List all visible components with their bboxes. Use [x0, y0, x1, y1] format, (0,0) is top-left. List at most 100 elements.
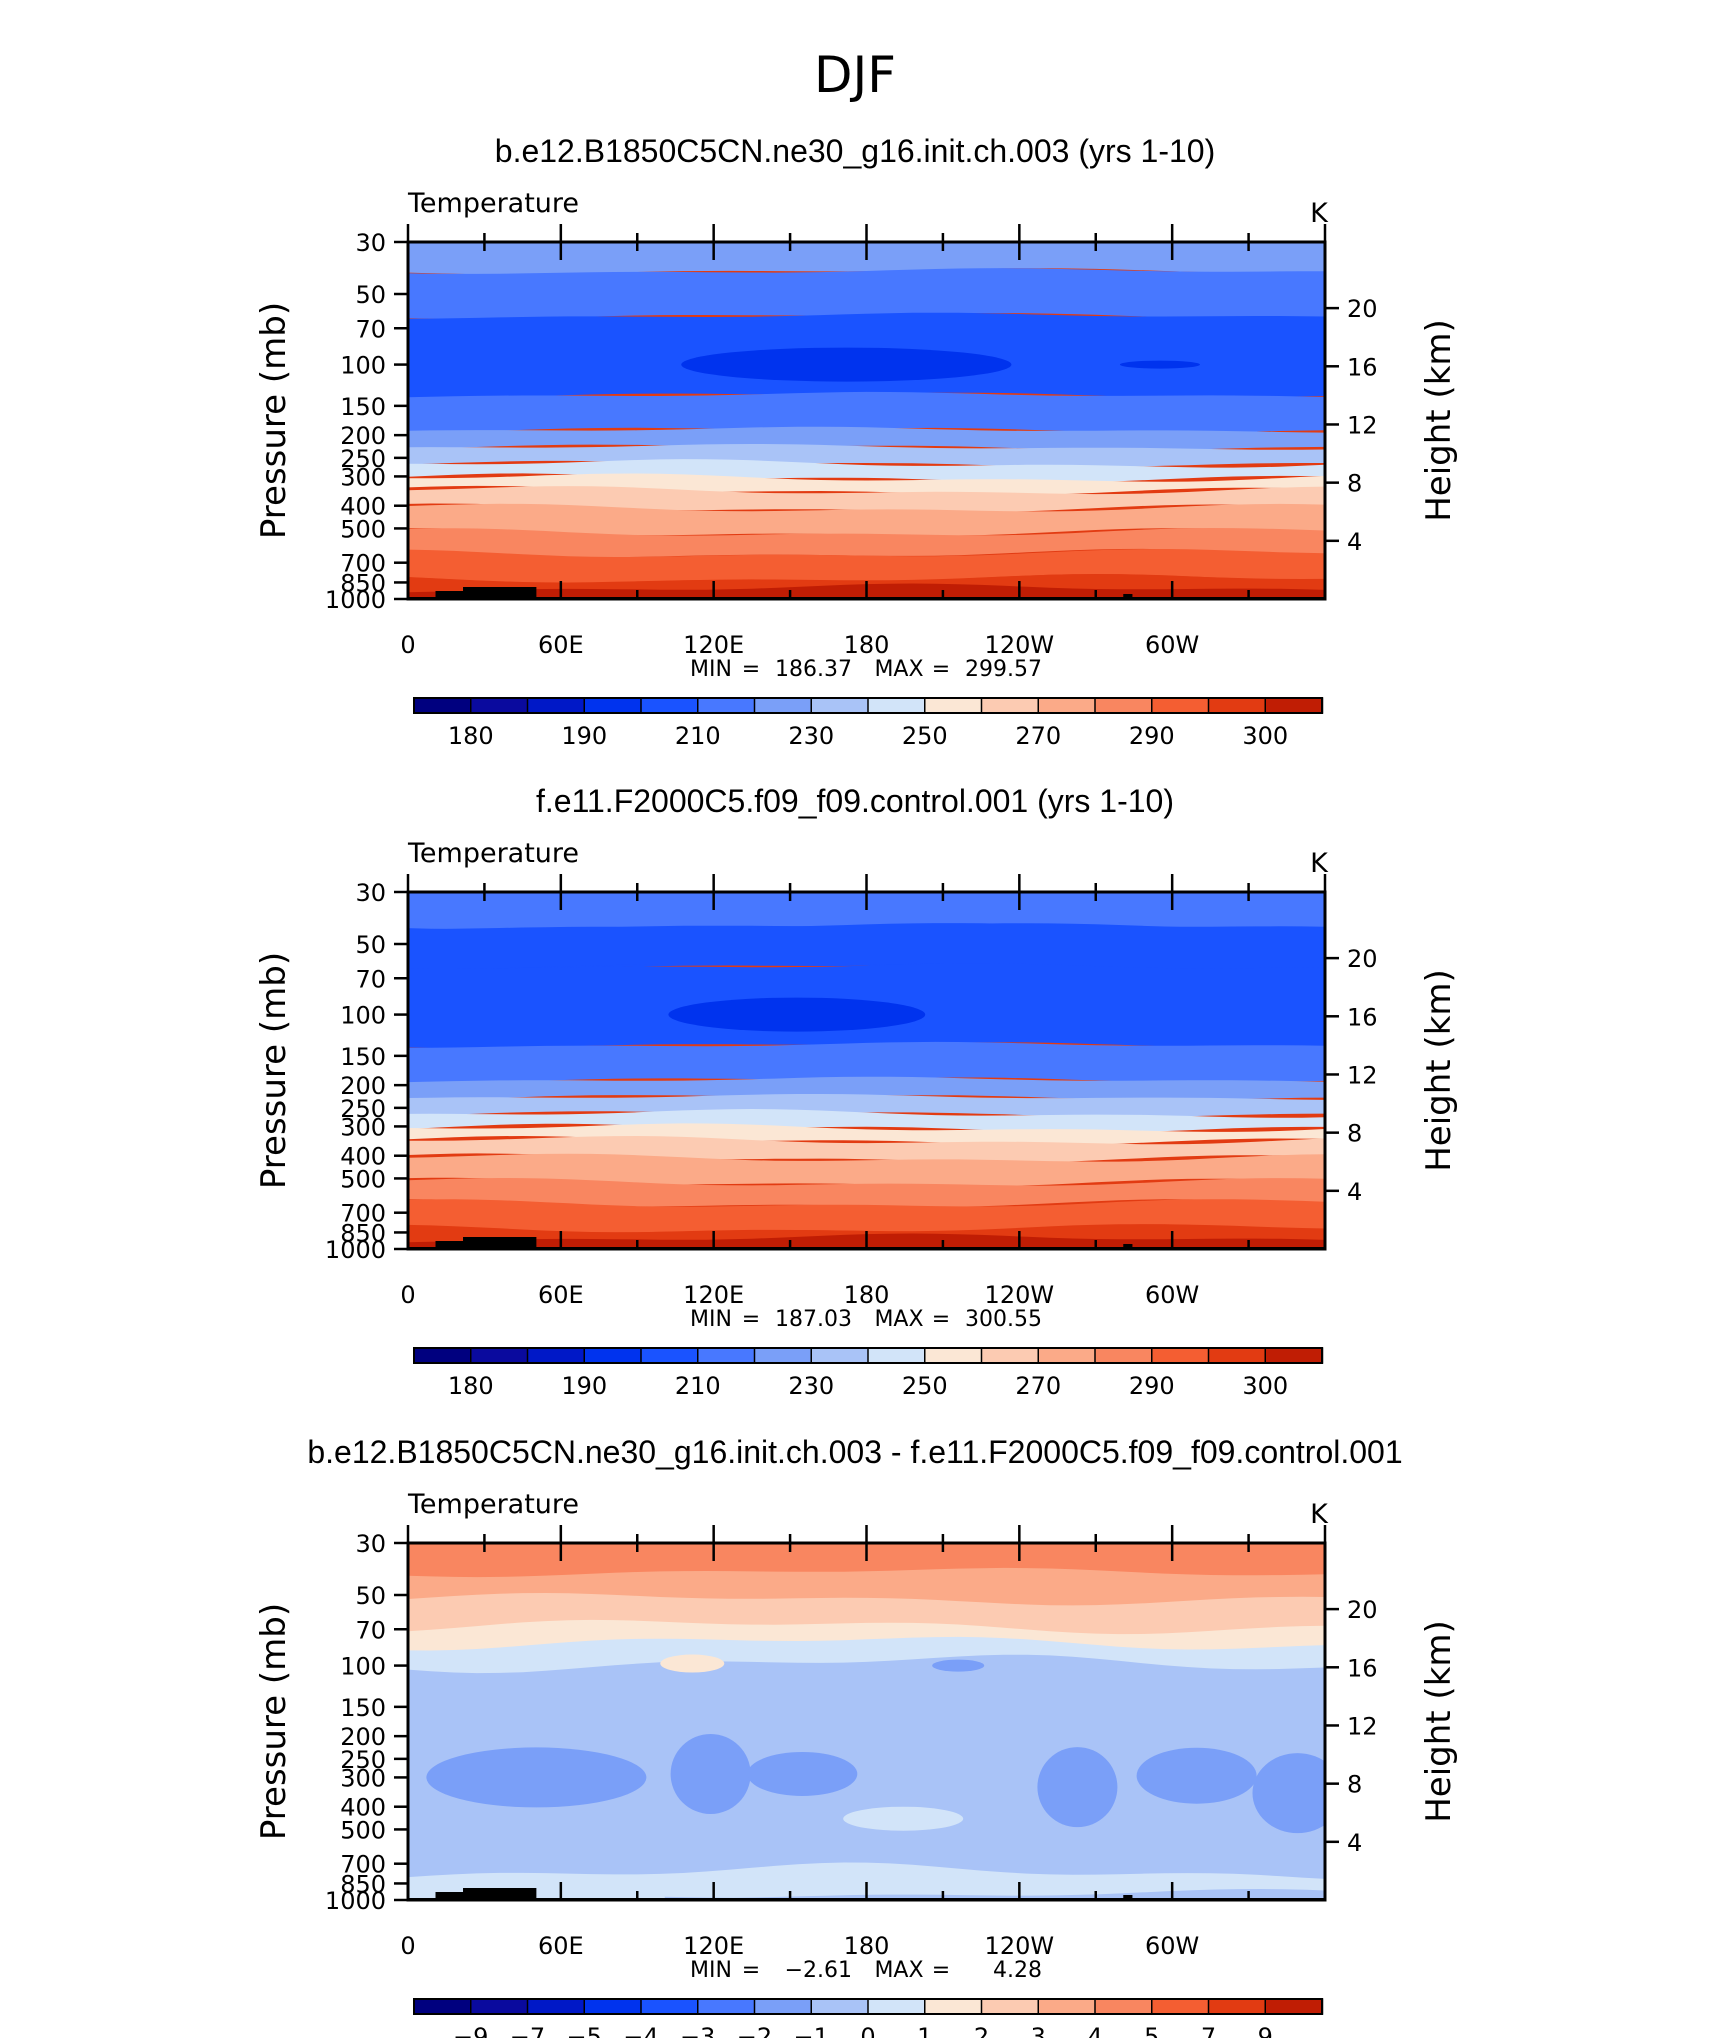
colorbar-swatch	[526, 1347, 586, 1364]
colorbar-label: 300	[1242, 722, 1288, 750]
colorbar-swatch	[810, 1998, 870, 2015]
colorbar-swatch	[640, 697, 699, 714]
colorbar-label: 9	[1258, 2023, 1273, 2038]
y-right-tick-label: 8	[1347, 1120, 1362, 1148]
contour-band	[408, 1041, 1325, 1083]
chart-title: b.e12.B1850C5CN.ne30_g16.init.ch.003 (yr…	[495, 133, 1215, 169]
equals-sign: =	[932, 1958, 950, 1983]
colorbar-label: −9	[453, 2023, 488, 2038]
colorbar-label: 300	[1242, 1372, 1288, 1400]
colorbar-label: 290	[1129, 1372, 1175, 1400]
x-tick-label: 0	[400, 631, 415, 659]
contour-band	[408, 426, 1325, 451]
colorbar-label: 270	[1015, 722, 1061, 750]
page-title: DJF	[814, 46, 896, 104]
x-tick-label: 60E	[538, 1281, 584, 1309]
y-tick-label: 50	[355, 1582, 386, 1610]
colorbar-label: 180	[448, 722, 494, 750]
y-tick-label: 70	[355, 965, 386, 993]
x-tick-label: 120E	[683, 1932, 744, 1960]
contour-band	[408, 486, 1325, 513]
y-tick-label: 850	[340, 1870, 386, 1898]
y-right-tick-label: 12	[1347, 1061, 1378, 1089]
equals-sign: =	[932, 657, 950, 682]
colorbar-label: 210	[675, 722, 721, 750]
y-tick-label: 500	[340, 1165, 386, 1193]
colorbar-label: −7	[510, 2023, 545, 2038]
colorbar-swatch	[583, 1347, 643, 1364]
x-tick-label: 60E	[538, 631, 584, 659]
contour-field	[408, 892, 1325, 1249]
units-label: K	[1310, 198, 1329, 229]
cool-anomaly	[426, 1747, 647, 1808]
y-tick-label: 300	[340, 1113, 386, 1141]
min-label: MIN	[690, 1307, 732, 1332]
colorbar-swatch	[470, 697, 529, 714]
colorbar-swatch	[697, 697, 756, 714]
colorbar-swatch	[413, 1998, 472, 2015]
y-tick-label: 1000	[325, 586, 386, 614]
colorbar-frame	[413, 697, 1323, 714]
contour-band	[408, 892, 1325, 930]
y-right-tick-label: 16	[1347, 1003, 1378, 1031]
colorbar-swatch	[753, 697, 813, 714]
equals-sign: =	[932, 1307, 950, 1332]
colorbar-label: 270	[1015, 1372, 1061, 1400]
colorbar-label: −3	[680, 2023, 715, 2038]
units-label: K	[1310, 1499, 1329, 1530]
colorbar-label: 290	[1129, 722, 1175, 750]
contour-band	[408, 528, 1325, 558]
y-tick-label: 70	[355, 315, 386, 343]
x-tick-label: 0	[400, 1932, 415, 1960]
y-right-tick-label: 4	[1347, 1829, 1362, 1857]
y-right-tick-label: 4	[1347, 1178, 1362, 1206]
min-label: MIN	[690, 1958, 732, 1983]
y-right-tick-label: 20	[1347, 295, 1378, 323]
y-tick-label: 100	[340, 1653, 386, 1681]
colorbar-label: 4	[1087, 2023, 1102, 2038]
y-tick-label: 70	[355, 1616, 386, 1644]
colorbar-label: 2	[974, 2023, 989, 2038]
colorbar-swatch	[753, 1347, 813, 1364]
colorbar-swatch	[413, 1347, 472, 1364]
colorbar-label: 180	[448, 1372, 494, 1400]
colorbar-swatch	[1264, 1998, 1324, 2015]
contour-band	[408, 1109, 1325, 1133]
colorbar-swatch	[470, 1347, 529, 1364]
colorbar-swatch	[640, 1347, 699, 1364]
x-tick-label: 120W	[985, 1281, 1055, 1309]
y-right-tick-label: 16	[1347, 1654, 1378, 1682]
x-tick-label: 180	[844, 1281, 890, 1309]
y-tick-label: 500	[340, 1816, 386, 1844]
colorbar-swatch	[583, 697, 643, 714]
y-right-tick-label: 12	[1347, 1712, 1378, 1740]
y-right-tick-label: 4	[1347, 528, 1362, 556]
max-value: 299.57	[965, 657, 1042, 682]
y-right-tick-label: 20	[1347, 945, 1378, 973]
cold-core	[1119, 360, 1200, 369]
y-tick-label: 250	[340, 1095, 386, 1123]
contour-field	[408, 1543, 1325, 1900]
y-tick-label: 30	[355, 1530, 386, 1558]
y-tick-label: 100	[340, 352, 386, 380]
x-tick-label: 180	[844, 1932, 890, 1960]
cool-anomaly	[747, 1751, 858, 1796]
colorbar-swatch	[1094, 1347, 1153, 1364]
colorbar-label: 250	[902, 722, 948, 750]
x-tick-label: 120E	[683, 1281, 744, 1309]
colorbar-swatch	[1151, 697, 1210, 714]
y-right-tick-label: 8	[1347, 1771, 1362, 1799]
y-axis-label: Pressure (mb)	[254, 1603, 294, 1840]
min-value: −2.61	[785, 1958, 852, 1983]
x-tick-label: 180	[844, 631, 890, 659]
y-tick-label: 250	[340, 1746, 386, 1774]
colorbar-label: 230	[788, 1372, 834, 1400]
y-tick-label: 150	[340, 1043, 386, 1071]
y-tick-label: 700	[340, 550, 386, 578]
colorbar-label: 230	[788, 722, 834, 750]
max-value: 300.55	[965, 1307, 1042, 1332]
y-right-tick-label: 12	[1347, 411, 1378, 439]
x-tick-label: 60W	[1145, 631, 1199, 659]
colorbar-swatch	[867, 1347, 926, 1364]
